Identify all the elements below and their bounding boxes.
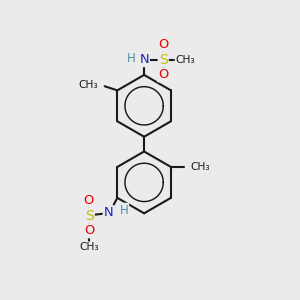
Text: H: H xyxy=(128,52,136,64)
Text: O: O xyxy=(84,224,94,237)
Text: CH₃: CH₃ xyxy=(78,80,98,90)
Text: CH₃: CH₃ xyxy=(80,242,99,252)
Text: S: S xyxy=(85,208,94,223)
Text: O: O xyxy=(158,68,168,81)
Text: CH₃: CH₃ xyxy=(176,55,195,64)
Text: H: H xyxy=(119,204,128,217)
Text: N: N xyxy=(104,206,113,219)
Text: CH₃: CH₃ xyxy=(190,162,210,172)
Text: S: S xyxy=(159,52,168,67)
Text: O: O xyxy=(83,194,93,207)
Text: N: N xyxy=(139,53,149,66)
Text: O: O xyxy=(158,38,168,51)
